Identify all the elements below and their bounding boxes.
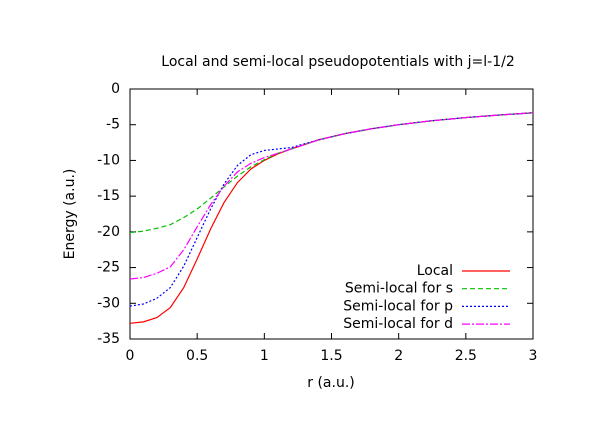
y-tick-label: -25 (97, 260, 120, 276)
x-tick-label: 3 (529, 348, 538, 364)
x-tick-label: 0.5 (186, 348, 208, 364)
y-axis-label: Energy (a.u.) (62, 169, 78, 260)
y-tick-label: -5 (106, 117, 120, 133)
series-line (129, 112, 534, 280)
x-tick-label: 1 (260, 348, 269, 364)
x-tick-label: 2 (394, 348, 403, 364)
y-tick-label: 0 (111, 81, 120, 97)
y-tick-label: -30 (97, 295, 120, 311)
y-tick-label: -15 (97, 188, 120, 204)
series-line (129, 112, 534, 307)
chart-title: Local and semi-local pseudopotentials wi… (161, 54, 514, 70)
legend-label: Semi-local for p (343, 298, 453, 314)
x-tick-label: 2.5 (455, 348, 477, 364)
x-tick-label: 0 (126, 348, 135, 364)
x-axis-label: r (a.u.) (307, 375, 354, 391)
y-tick-label: -20 (97, 224, 120, 240)
series-line (129, 112, 534, 324)
legend-label: Semi-local for s (345, 281, 453, 297)
legend-label: Semi-local for d (343, 316, 453, 332)
x-tick-label: 1.5 (320, 348, 342, 364)
y-tick-label: -35 (97, 331, 120, 347)
legend-label: Local (417, 263, 453, 279)
plot-frame (129, 88, 534, 340)
y-tick-label: -10 (97, 152, 120, 168)
series-line (129, 112, 534, 234)
